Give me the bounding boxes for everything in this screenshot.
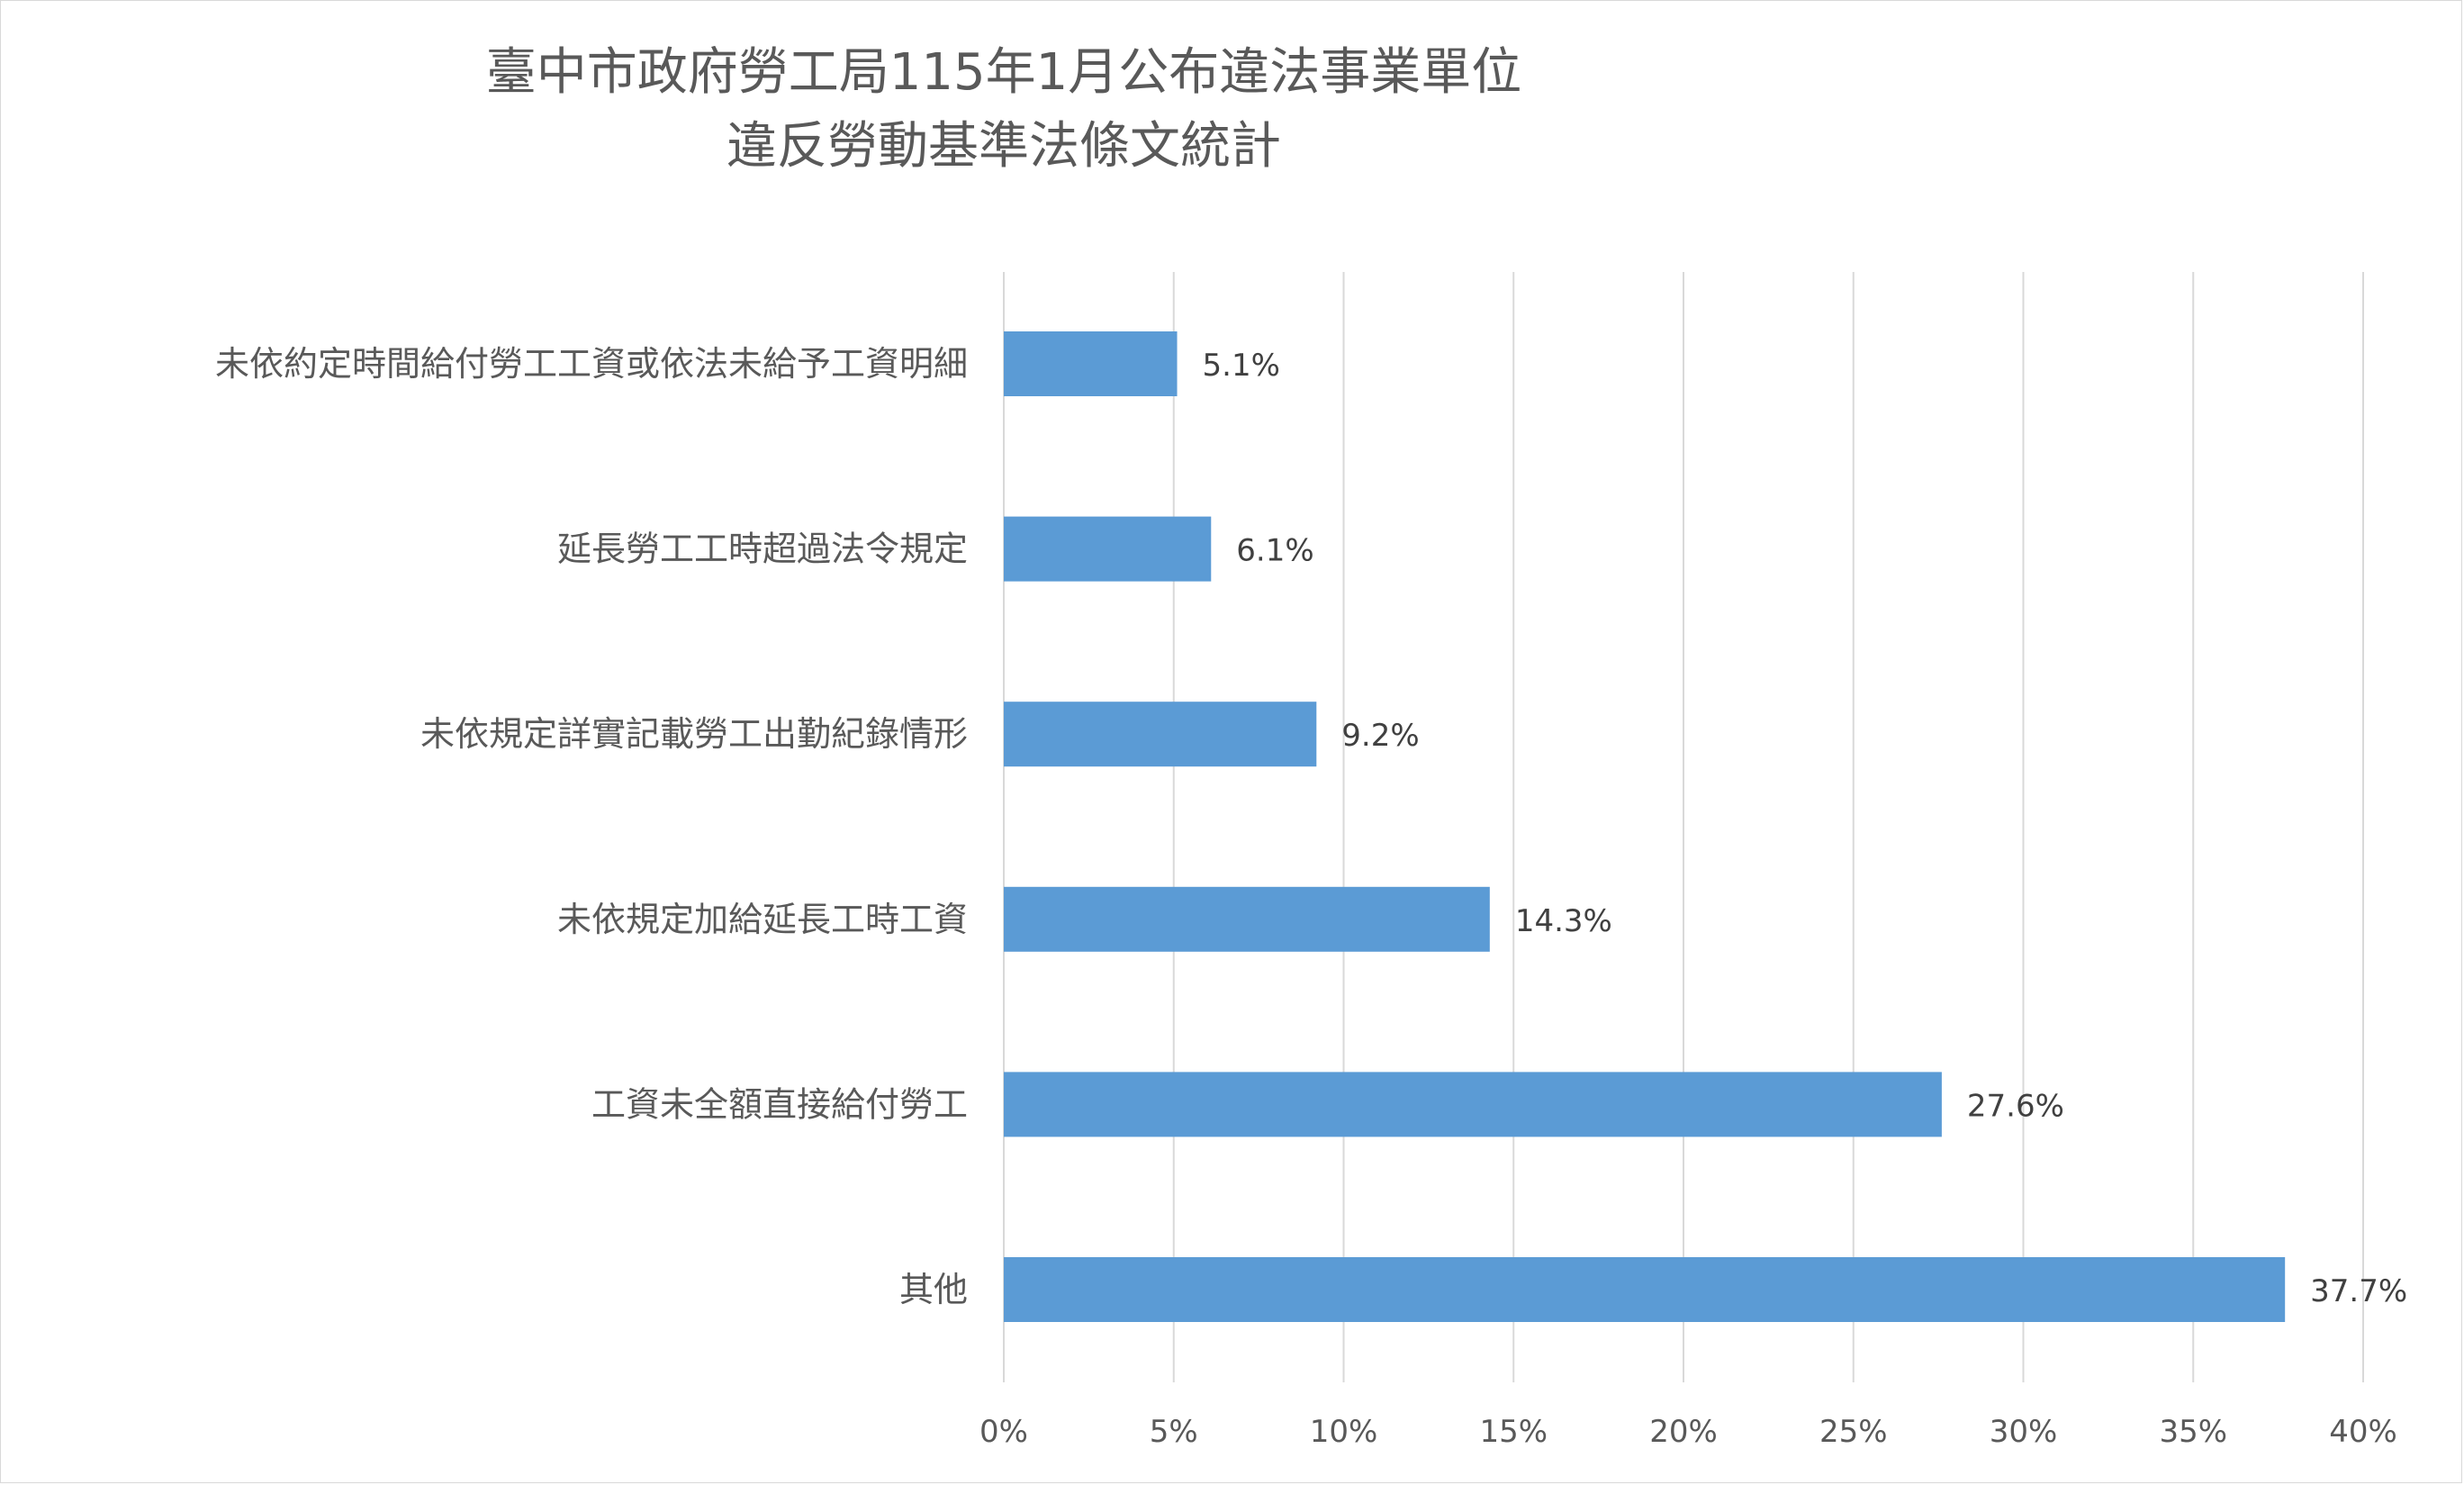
category-label: 未依規定詳實記載勞工出勤紀錄情形 [420,714,968,754]
x-tick-label: 25% [1819,1414,1888,1450]
category-label: 未依約定時間給付勞工工資或依法未給予工資明細 [215,344,968,384]
bar [1004,702,1317,767]
data-label: 27.6% [1967,1088,2064,1124]
data-label: 14.3% [1515,903,1612,939]
chart-subtitle: 違反勞動基準法條文統計 [727,117,1281,176]
bar [1004,331,1178,396]
x-tick-label: 15% [1479,1414,1548,1450]
category-labels: 未依約定時間給付勞工工資或依法未給予工資明細延長勞工工時超過法令規定未依規定詳實… [215,344,968,1309]
x-axis-ticks: 0% 5% 10% 15% 20% 25% 30% 35% 40% [979,1414,2397,1450]
bar [1004,1072,1942,1137]
gridlines [1003,272,2364,1382]
chart-title-block: 臺中市政府勞工局115年1月公布違法事業單位 違反勞動基準法條文統計 [0,36,2008,184]
data-label: 9.2% [1341,718,1419,754]
data-label: 6.1% [1236,533,1313,569]
x-tick-label: 10% [1310,1414,1378,1450]
x-tick-label: 5% [1150,1414,1198,1450]
category-label: 延長勞工工時超過法令規定 [557,530,968,569]
bars [1004,331,2286,1322]
data-label: 5.1% [1203,348,1280,384]
bar [1004,516,1212,582]
x-tick-label: 40% [2329,1414,2397,1450]
data-label: 37.7% [2310,1273,2407,1309]
chart-title: 臺中市政府勞工局115年1月公布違法事業單位 [485,43,1522,102]
x-tick-label: 0% [979,1414,1028,1450]
category-label: 其他 [899,1270,968,1309]
bar [1004,1257,2286,1322]
category-label: 工資未全額直接給付勞工 [591,1084,968,1124]
x-tick-label: 35% [2159,1414,2227,1450]
category-label: 未依規定加給延長工時工資 [557,900,968,939]
x-tick-label: 20% [1649,1414,1718,1450]
x-tick-label: 30% [1990,1414,2058,1450]
data-labels: 5.1% 6.1% 9.2% 14.3% 27.6% 37.7% [1203,348,2408,1309]
bar [1004,886,1490,952]
